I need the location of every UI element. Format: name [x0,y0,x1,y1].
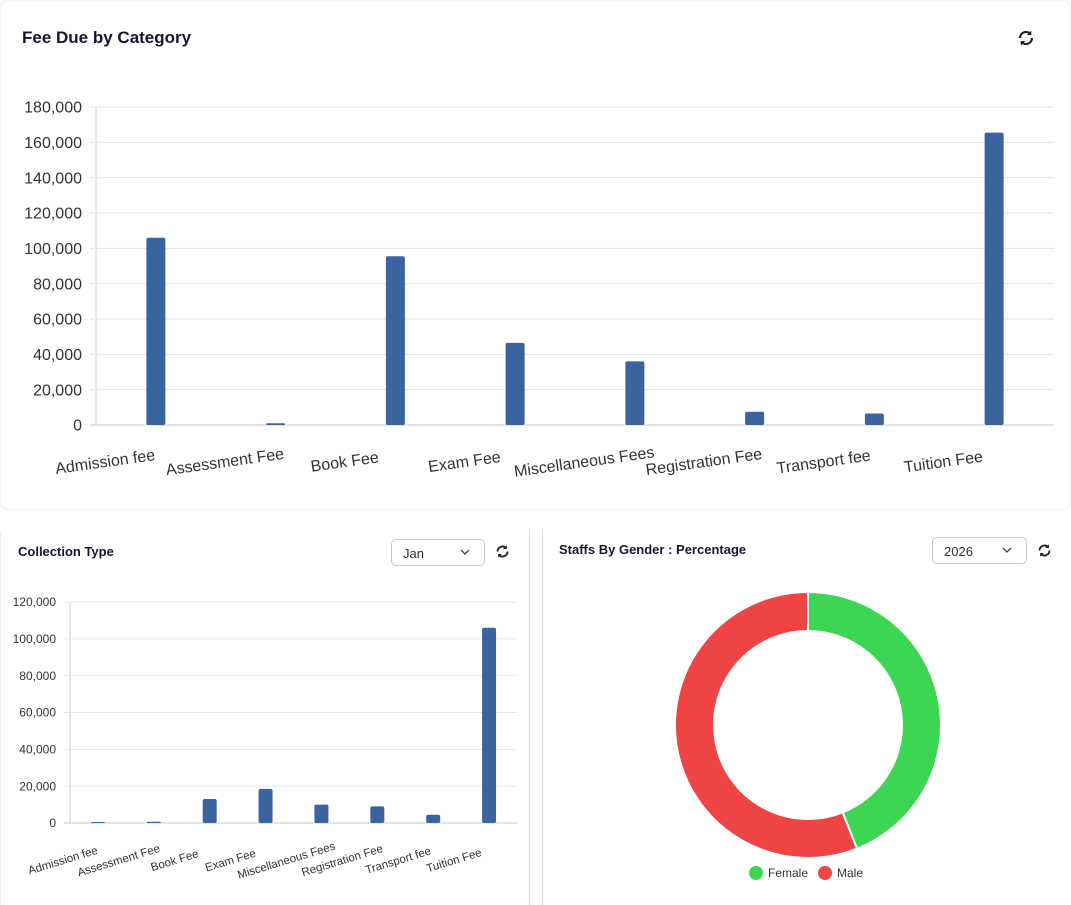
year-select[interactable]: 2026 [932,537,1027,564]
bar [482,627,497,823]
donut-slice [807,590,942,850]
collection-type-card: Collection Type Jan 0 20,000 40,000 60,000 8… [0,530,530,905]
y-tick-label: 140,000 [24,170,82,187]
staffs-gender-card: Staffs By Gender : Percentage 2026 Femal… [542,530,1071,905]
y-tick-label: 40,000 [33,347,82,364]
y-tick-label: 40,000 [19,743,56,757]
fee-due-card: Fee Due by Category 0 20,000 40,000 60,000 8… [0,0,1071,510]
y-tick-label: 100,000 [13,632,57,646]
legend-swatch [818,866,833,880]
legend-label: Male [837,866,864,880]
refresh-icon[interactable] [495,544,510,559]
y-tick-label: 60,000 [33,312,82,329]
refresh-icon[interactable] [1017,29,1035,47]
bar [385,256,405,425]
y-tick-label: 120,000 [24,206,82,223]
month-select-value: Jan [403,546,424,561]
bar [625,361,645,425]
bar [505,342,525,425]
bar [202,799,217,823]
bar [426,814,441,823]
x-tick-label: Transport fee [776,448,872,478]
bar [258,788,273,823]
bar [745,411,765,425]
fee-due-title: Fee Due by Category [22,28,192,47]
month-select[interactable]: Jan [391,539,485,566]
x-tick-label: Assessment Fee [165,446,285,479]
bar [370,806,385,823]
collection-type-title: Collection Type [18,544,114,559]
y-tick-label: 80,000 [19,669,56,683]
legend-label: Female [768,866,809,880]
collection-type-bar-chart: 020,00040,00060,00080,000100,000120,000A… [13,595,517,882]
bar [90,822,105,823]
chevron-down-icon [460,549,470,555]
bar [146,237,166,425]
gender-donut-chart [674,590,942,859]
donut-slice [674,590,859,859]
bar [314,804,329,823]
donut-legend: Female Male [749,866,873,880]
legend-swatch [749,866,763,880]
x-tick-label: Exam Fee [427,449,502,476]
legend-item[interactable]: Male [818,866,863,880]
y-tick-label: 160,000 [24,135,82,152]
bar [984,132,1004,425]
y-tick-label: 20,000 [33,382,82,399]
year-select-value: 2026 [944,544,973,559]
x-tick-label: Admission fee [54,447,156,478]
y-tick-label: 0 [49,816,56,830]
x-tick-label: Book Fee [310,449,380,475]
bar [864,413,884,425]
y-tick-label: 0 [73,418,82,435]
x-tick-label: Tuition Fee [903,449,984,477]
fee-due-bar-chart: 0 20,000 40,000 60,000 80,000 100,000 120,000 1… [24,100,1054,481]
bar [266,423,286,425]
legend-item[interactable]: Female [749,866,808,880]
y-tick-label: 20,000 [19,779,56,793]
x-tick-label: Registration Fee [645,446,764,479]
y-tick-label: 80,000 [33,276,82,293]
refresh-icon[interactable] [1037,543,1052,558]
y-tick-label: 120,000 [13,595,57,609]
y-tick-label: 60,000 [19,706,56,720]
x-tick-label: Tuition Fee [425,847,483,875]
staffs-gender-title: Staffs By Gender : Percentage [559,542,747,557]
y-tick-label: 100,000 [24,241,82,258]
chevron-down-icon [1002,547,1012,553]
y-tick-label: 180,000 [24,100,82,117]
bar [146,821,161,823]
x-tick-label: Miscellaneous Fees [513,444,655,481]
